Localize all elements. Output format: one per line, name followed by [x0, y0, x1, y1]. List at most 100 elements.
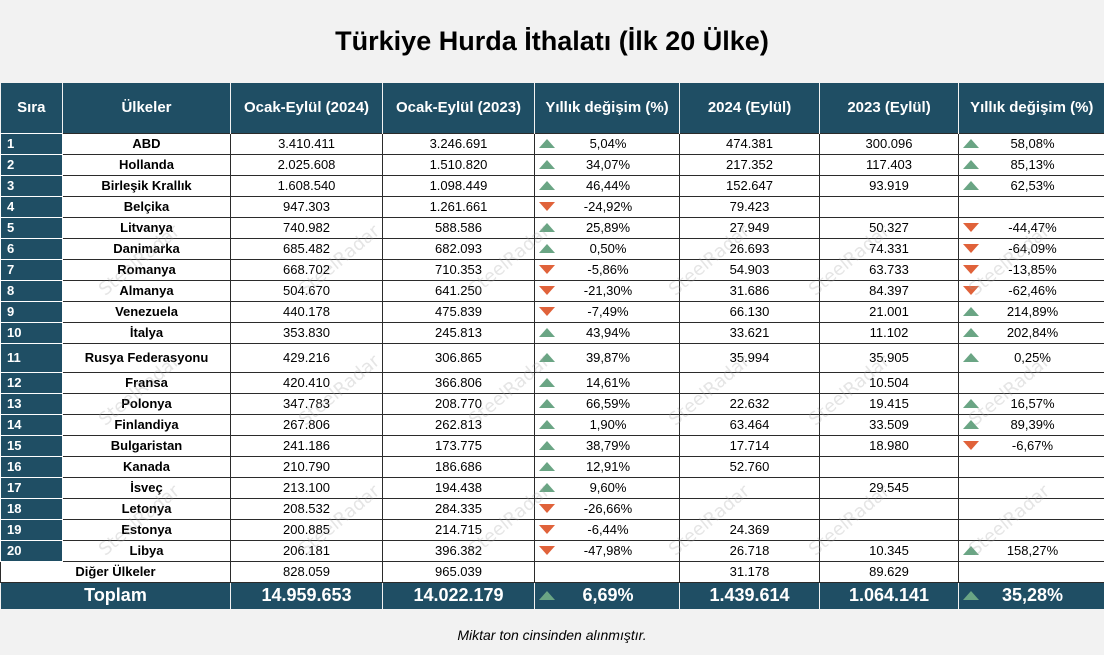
ytd-2024-cell: 685.482 [230, 237, 383, 260]
total-ytd-2023: 14.022.179 [382, 581, 535, 610]
trend-up-icon [539, 399, 555, 408]
month-2024-cell: 63.464 [679, 413, 820, 436]
change-value: 66,59% [585, 396, 631, 411]
trend-down-icon [963, 286, 979, 295]
table-row: 6 Danimarka 685.482 682.093 0,50% 26.693 74.33… [0, 237, 1104, 260]
trend-down-icon [539, 202, 555, 211]
month-2023-cell: 33.509 [819, 413, 959, 436]
ytd-2024-cell: 241.186 [230, 434, 383, 457]
country-cell: Letonya [62, 497, 231, 520]
month-2024-cell: 22.632 [679, 392, 820, 415]
trend-down-icon [539, 307, 555, 316]
month-2023-cell: 10.504 [819, 371, 959, 394]
rank-cell: 3 [0, 174, 63, 197]
rank-cell: 5 [0, 216, 63, 239]
country-cell: Polonya [62, 392, 231, 415]
change-value: 35,28% [1001, 585, 1064, 605]
change-value: 0,25% [1014, 350, 1051, 365]
ytd-2023-cell: 306.865 [382, 342, 535, 373]
change-value: 14,61% [585, 375, 631, 390]
ytd-2023-cell: 641.250 [382, 279, 535, 302]
table-row: 16 Kanada 210.790 186.686 12,91% 52.760 [0, 455, 1104, 478]
country-cell: Estonya [62, 518, 231, 541]
header-ytd-change: Yıllık değişim (%) [534, 83, 680, 133]
rank-cell: 9 [0, 300, 63, 323]
month-change-cell [958, 195, 1104, 218]
month-2024-cell: 26.693 [679, 237, 820, 260]
ytd-2024-cell: 504.670 [230, 279, 383, 302]
ytd-change-cell: 0,50% [534, 237, 680, 260]
header-ytd-2024: Ocak-Eylül (2024) [230, 83, 383, 133]
change-value: 9,60% [589, 480, 627, 495]
ytd-2024-cell: 740.982 [230, 216, 383, 239]
month-change-cell: 89,39% [958, 413, 1104, 436]
country-cell: Venezuela [62, 300, 231, 323]
ytd-2024-cell: 1.608.540 [230, 174, 383, 197]
month-2024-cell: 52.760 [679, 455, 820, 478]
change-value: 158,27% [1006, 543, 1059, 558]
rank-cell: 4 [0, 195, 63, 218]
rank-cell: 10 [0, 321, 63, 344]
month-2023-cell: 10.345 [819, 539, 959, 562]
ytd-2023-cell: 1.098.449 [382, 174, 535, 197]
trend-up-icon [539, 378, 555, 387]
month-change-cell: -64,09% [958, 237, 1104, 260]
table-row: 19 Estonya 200.885 214.715 -6,44% 24.369 [0, 518, 1104, 541]
page-title: Türkiye Hurda İthalatı (İlk 20 Ülke) [0, 0, 1104, 83]
month-2023-cell: 50.327 [819, 216, 959, 239]
ytd-change-cell: -6,44% [534, 518, 680, 541]
rank-cell: 11 [0, 342, 63, 373]
month-2023-cell: 117.403 [819, 153, 959, 176]
change-value: -6,44% [587, 522, 629, 537]
month-change-cell: 158,27% [958, 539, 1104, 562]
country-cell: Litvanya [62, 216, 231, 239]
table-row: 1 ABD 3.410.411 3.246.691 5,04% 474.381 300.09… [0, 132, 1104, 155]
trend-up-icon [539, 353, 555, 362]
header-month-2024: 2024 (Eylül) [679, 83, 820, 133]
country-cell: Hollanda [62, 153, 231, 176]
ytd-2023-cell: 245.813 [382, 321, 535, 344]
trend-up-icon [539, 181, 555, 190]
country-cell: Bulgaristan [62, 434, 231, 457]
ytd-change-cell: -24,92% [534, 195, 680, 218]
month-2023-cell [819, 455, 959, 478]
import-table: Sıra Ülkeler Ocak-Eylül (2024) Ocak-Eylü… [0, 83, 1104, 610]
change-value: 12,91% [585, 459, 631, 474]
month-change-cell: -62,46% [958, 279, 1104, 302]
rank-cell: 13 [0, 392, 63, 415]
rank-cell: 1 [0, 132, 63, 155]
month-change-cell [958, 518, 1104, 541]
rank-cell: 7 [0, 258, 63, 281]
ytd-change-cell: 5,04% [534, 132, 680, 155]
ytd-change-cell: -26,66% [534, 497, 680, 520]
month-2023-cell: 93.919 [819, 174, 959, 197]
trend-down-icon [963, 244, 979, 253]
ytd-2023-cell: 965.039 [382, 560, 535, 583]
trend-down-icon [539, 525, 555, 534]
table-row: 11 Rusya Federasyonu 429.216 306.865 39,87% 3… [0, 342, 1104, 373]
country-cell: Fransa [62, 371, 231, 394]
ytd-2024-cell: 347.783 [230, 392, 383, 415]
change-value: -64,09% [1008, 241, 1057, 256]
header-rank: Sıra [0, 83, 63, 133]
change-value: 43,94% [585, 325, 631, 340]
trend-up-icon [963, 399, 979, 408]
ytd-2024-cell: 947.303 [230, 195, 383, 218]
ytd-2024-cell: 429.216 [230, 342, 383, 373]
ytd-change-cell: 43,94% [534, 321, 680, 344]
ytd-change-cell: -47,98% [534, 539, 680, 562]
month-change-cell: 58,08% [958, 132, 1104, 155]
ytd-2023-cell: 262.813 [382, 413, 535, 436]
trend-up-icon [539, 441, 555, 450]
ytd-2023-cell: 710.353 [382, 258, 535, 281]
country-cell: ABD [62, 132, 231, 155]
trend-up-icon [539, 244, 555, 253]
ytd-2024-cell: 206.181 [230, 539, 383, 562]
trend-up-icon [963, 591, 979, 600]
ytd-2024-cell: 213.100 [230, 476, 383, 499]
change-value: 39,87% [585, 350, 631, 365]
change-value: 89,39% [1010, 417, 1055, 432]
month-2023-cell: 63.733 [819, 258, 959, 281]
change-value: 0,50% [589, 241, 627, 256]
month-change-cell: -44,47% [958, 216, 1104, 239]
